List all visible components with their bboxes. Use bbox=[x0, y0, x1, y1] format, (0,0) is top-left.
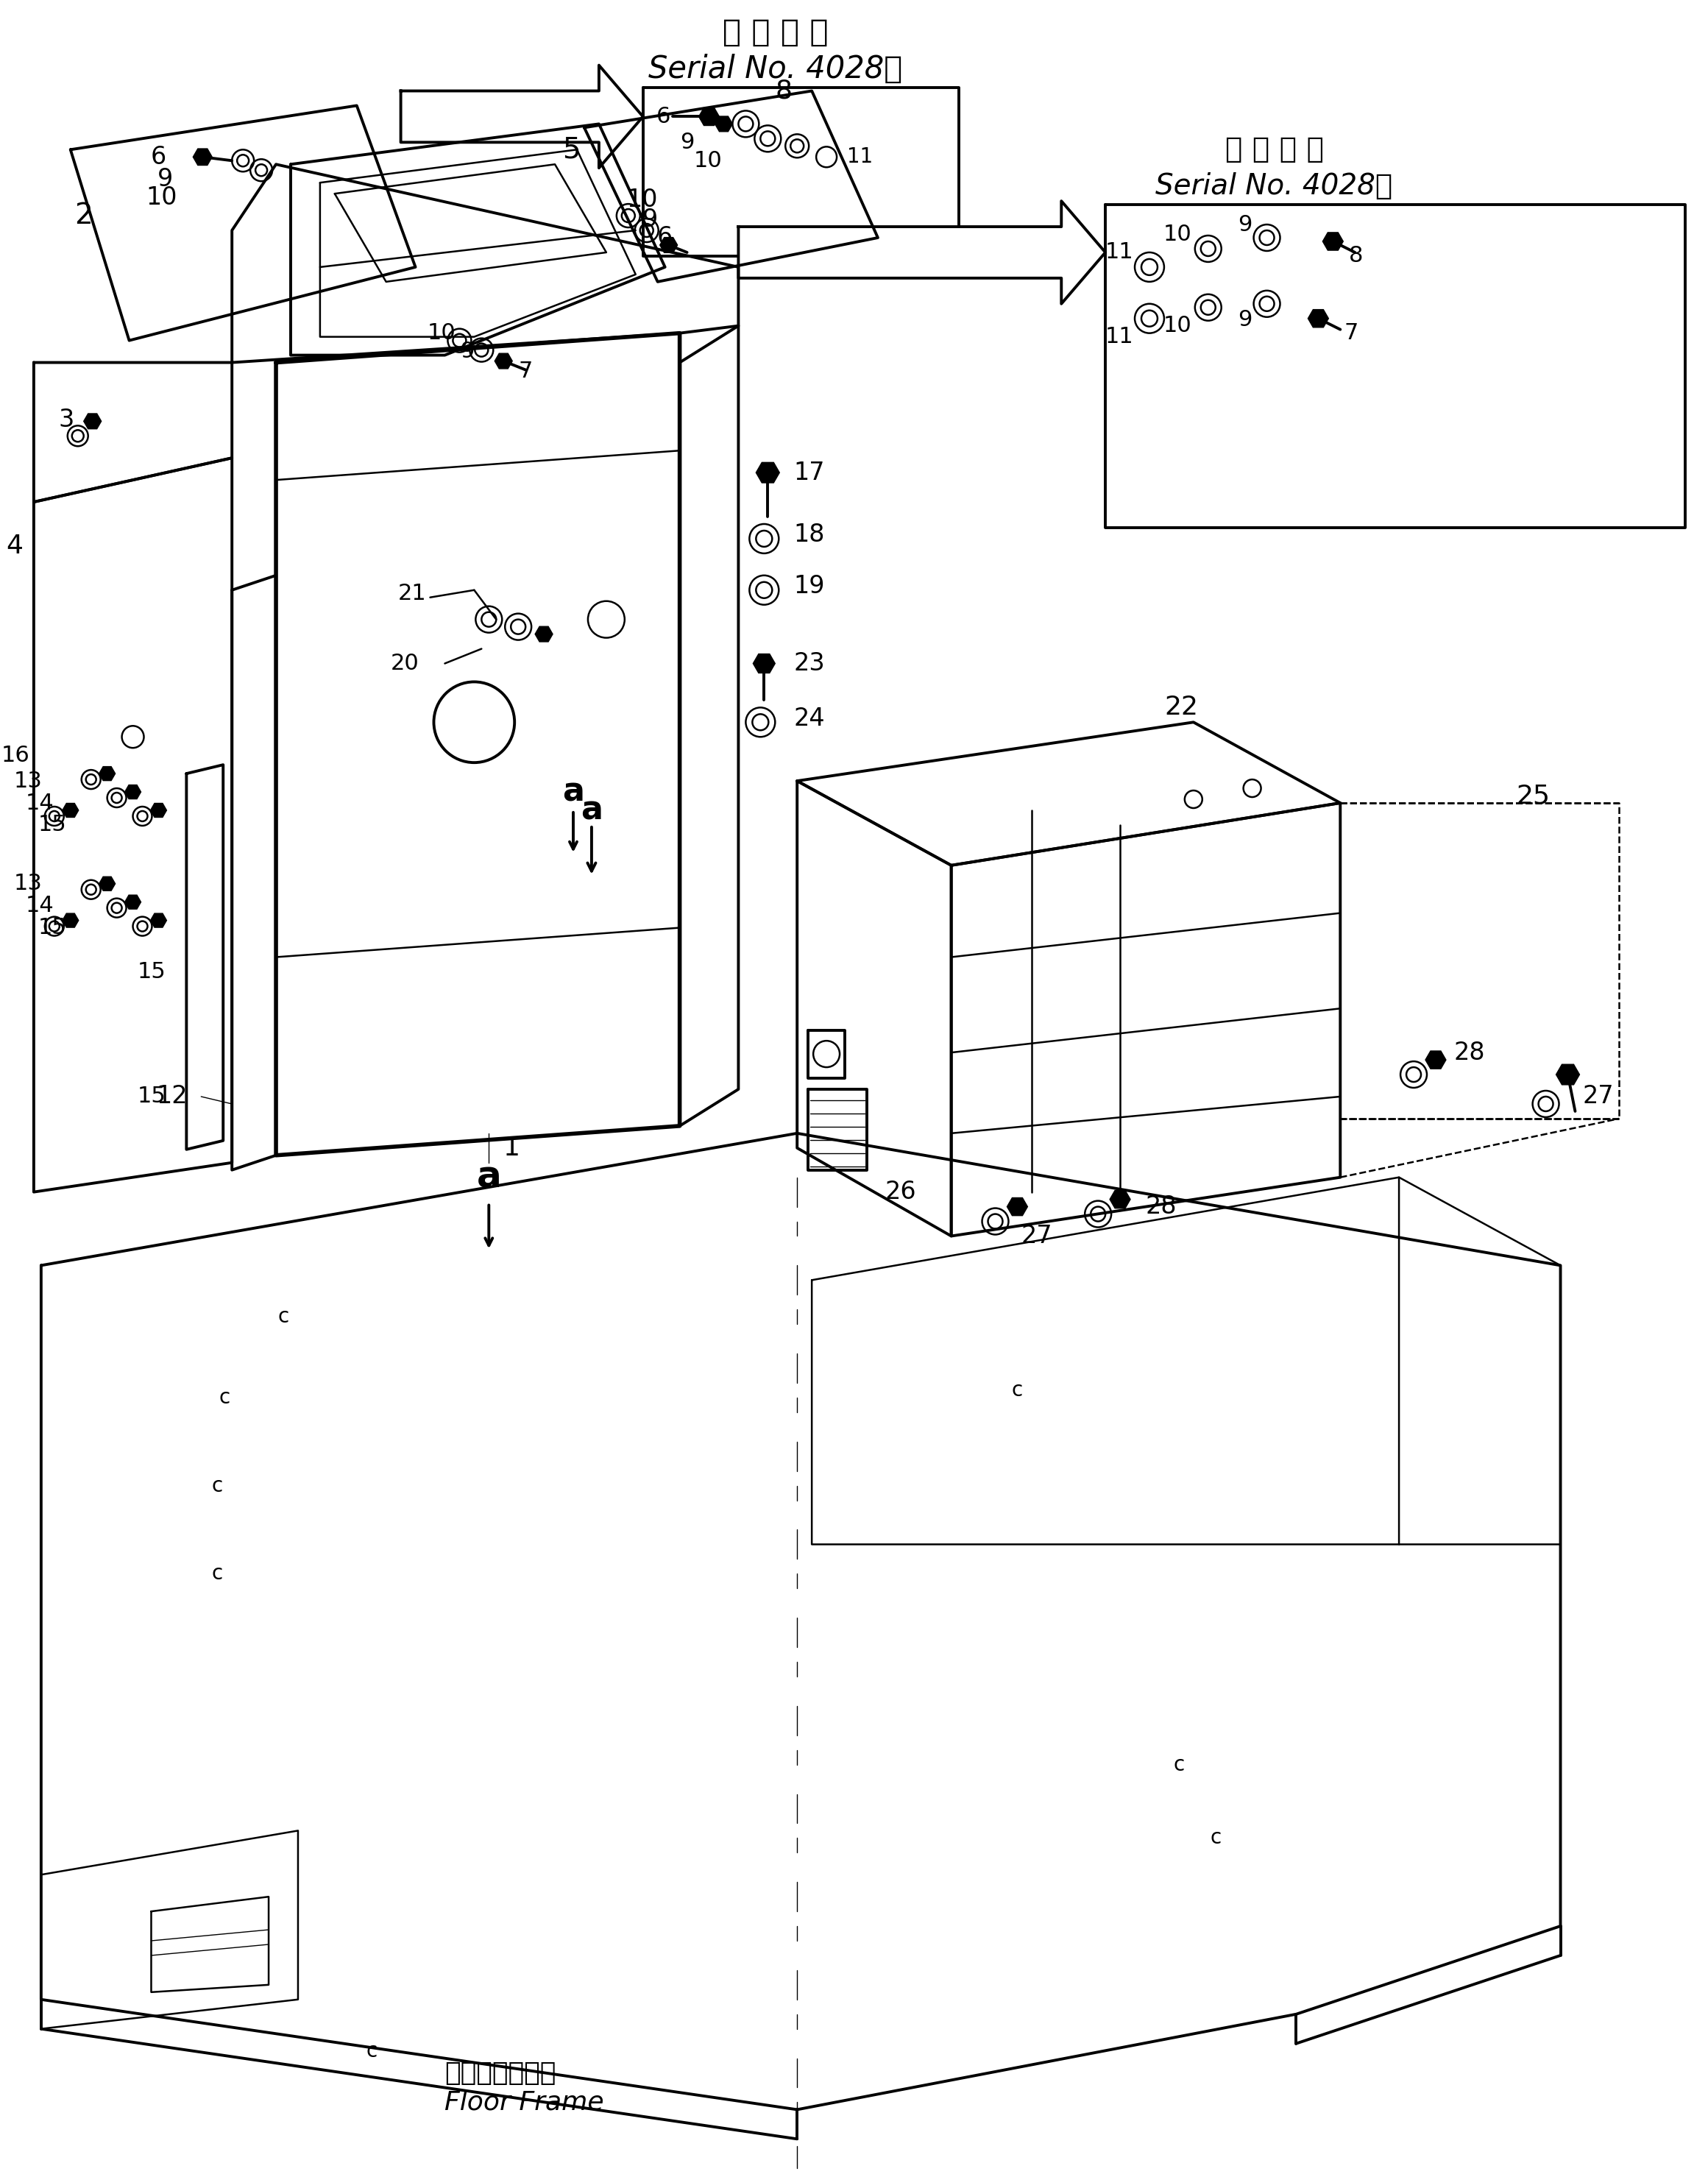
Text: a: a bbox=[581, 795, 603, 825]
Text: c: c bbox=[278, 1306, 289, 1328]
Text: フロアフレーム: フロアフレーム bbox=[444, 2059, 557, 2086]
Text: 26: 26 bbox=[885, 1180, 917, 1204]
Text: 11: 11 bbox=[847, 146, 873, 168]
Polygon shape bbox=[125, 786, 142, 799]
Polygon shape bbox=[659, 237, 678, 253]
Text: c: c bbox=[212, 1563, 222, 1585]
Text: c: c bbox=[366, 2040, 377, 2062]
Polygon shape bbox=[1110, 1191, 1131, 1208]
Text: 10: 10 bbox=[427, 322, 456, 344]
Text: 15: 15 bbox=[137, 1086, 166, 1108]
Text: 10: 10 bbox=[1163, 316, 1192, 337]
Text: Serial No. 4028～: Serial No. 4028～ bbox=[1156, 172, 1392, 200]
Polygon shape bbox=[150, 803, 167, 816]
Text: 7: 7 bbox=[518, 361, 533, 381]
Text: 10: 10 bbox=[1163, 224, 1192, 244]
Text: 6: 6 bbox=[656, 226, 673, 250]
Text: 21: 21 bbox=[398, 583, 427, 605]
Text: c: c bbox=[1209, 1829, 1221, 1848]
Text: Floor Frame: Floor Frame bbox=[444, 2090, 605, 2114]
Text: 27: 27 bbox=[1021, 1223, 1052, 1247]
Text: 15: 15 bbox=[38, 814, 67, 836]
Polygon shape bbox=[1426, 1051, 1447, 1069]
Text: 28: 28 bbox=[1454, 1041, 1486, 1065]
Polygon shape bbox=[495, 353, 512, 368]
Polygon shape bbox=[99, 766, 114, 782]
Text: 15: 15 bbox=[38, 917, 67, 938]
Text: 9: 9 bbox=[459, 342, 475, 361]
Text: 11: 11 bbox=[1105, 242, 1134, 263]
Polygon shape bbox=[1556, 1065, 1580, 1084]
Polygon shape bbox=[63, 803, 79, 816]
Text: 7: 7 bbox=[1344, 322, 1358, 344]
Text: 13: 13 bbox=[14, 771, 43, 792]
Text: 28: 28 bbox=[1146, 1195, 1177, 1219]
Text: 9: 9 bbox=[1238, 309, 1252, 331]
Text: c: c bbox=[219, 1387, 231, 1409]
Text: 14: 14 bbox=[26, 895, 55, 917]
Text: c: c bbox=[1011, 1380, 1023, 1400]
Text: 3: 3 bbox=[58, 407, 73, 431]
Text: 6: 6 bbox=[150, 146, 166, 170]
Polygon shape bbox=[716, 115, 733, 131]
Text: 10: 10 bbox=[693, 150, 722, 172]
Text: 14: 14 bbox=[26, 792, 55, 814]
Text: 5: 5 bbox=[562, 135, 581, 163]
Text: a: a bbox=[562, 777, 584, 808]
Text: 22: 22 bbox=[1165, 694, 1197, 721]
Polygon shape bbox=[535, 627, 553, 642]
Text: 20: 20 bbox=[391, 653, 418, 675]
Text: 27: 27 bbox=[1583, 1084, 1614, 1108]
Text: 適 用 号 機: 適 用 号 機 bbox=[1225, 135, 1324, 163]
Text: 8: 8 bbox=[775, 78, 793, 104]
Text: c: c bbox=[1173, 1755, 1184, 1774]
Text: 10: 10 bbox=[145, 185, 178, 209]
Text: 23: 23 bbox=[794, 651, 825, 675]
Text: c: c bbox=[212, 1476, 222, 1496]
Polygon shape bbox=[150, 914, 167, 927]
Text: 11: 11 bbox=[1105, 327, 1134, 348]
Text: 9: 9 bbox=[1238, 213, 1252, 235]
Text: Serial No. 4028～: Serial No. 4028～ bbox=[647, 54, 902, 85]
Text: 25: 25 bbox=[1517, 784, 1551, 808]
Polygon shape bbox=[757, 462, 779, 483]
Text: 24: 24 bbox=[794, 705, 825, 731]
Text: 13: 13 bbox=[14, 873, 43, 895]
Polygon shape bbox=[401, 65, 642, 168]
Text: 9: 9 bbox=[157, 168, 173, 192]
Text: 2: 2 bbox=[73, 202, 92, 231]
Text: 19: 19 bbox=[794, 575, 825, 599]
Polygon shape bbox=[738, 200, 1105, 305]
Text: 6: 6 bbox=[656, 107, 671, 126]
Polygon shape bbox=[1322, 233, 1342, 250]
Text: a: a bbox=[477, 1160, 500, 1195]
Text: 9: 9 bbox=[680, 131, 695, 152]
Text: 16: 16 bbox=[2, 745, 31, 766]
Polygon shape bbox=[753, 653, 775, 673]
Polygon shape bbox=[125, 895, 142, 910]
Polygon shape bbox=[63, 914, 79, 927]
Text: 17: 17 bbox=[794, 462, 825, 485]
Polygon shape bbox=[99, 877, 114, 890]
Text: 15: 15 bbox=[137, 960, 166, 982]
Text: 18: 18 bbox=[794, 522, 825, 546]
Text: 12: 12 bbox=[157, 1084, 188, 1108]
Polygon shape bbox=[1308, 309, 1329, 327]
Text: 10: 10 bbox=[627, 187, 658, 211]
Text: 4: 4 bbox=[5, 533, 22, 559]
Text: 適 用 号 機: 適 用 号 機 bbox=[722, 17, 828, 48]
Polygon shape bbox=[193, 148, 212, 165]
Text: 9: 9 bbox=[642, 207, 658, 231]
Polygon shape bbox=[1008, 1197, 1028, 1215]
Polygon shape bbox=[84, 414, 101, 429]
Polygon shape bbox=[699, 107, 719, 126]
Text: 8: 8 bbox=[1349, 246, 1363, 268]
Text: 1: 1 bbox=[504, 1136, 521, 1160]
